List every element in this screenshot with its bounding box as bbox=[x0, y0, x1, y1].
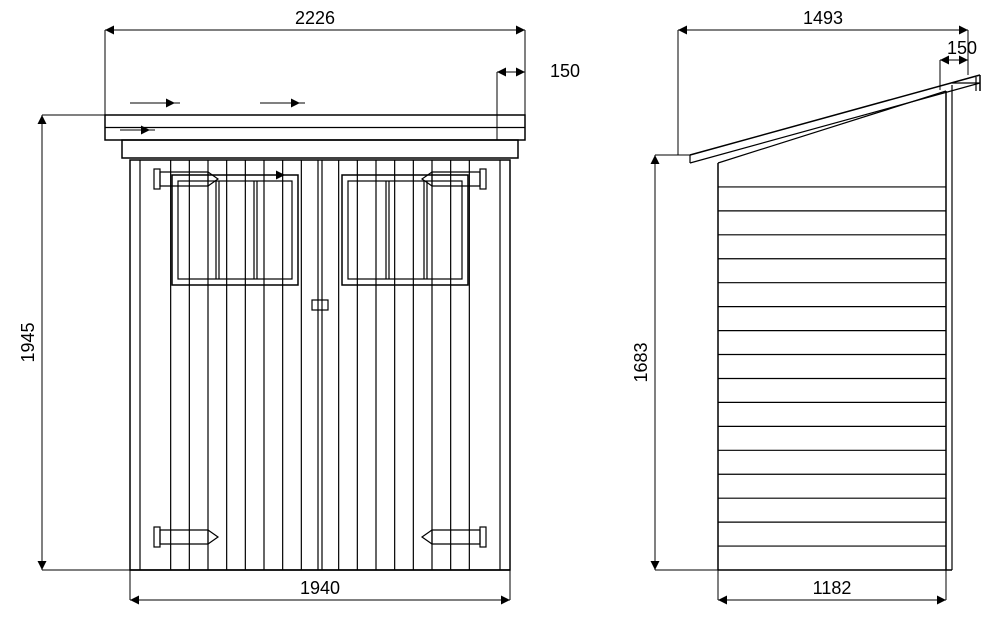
front-elevation bbox=[105, 115, 525, 570]
svg-text:1940: 1940 bbox=[300, 578, 340, 598]
side-elevation bbox=[690, 75, 980, 570]
svg-text:2226: 2226 bbox=[295, 8, 335, 28]
svg-text:150: 150 bbox=[550, 61, 580, 81]
svg-text:150: 150 bbox=[947, 38, 977, 58]
technical-drawing: 2226 150 1945 1940 1493 150 1683 1182 bbox=[0, 0, 1000, 623]
svg-text:1945: 1945 bbox=[18, 322, 38, 362]
svg-text:1683: 1683 bbox=[631, 342, 651, 382]
svg-text:1182: 1182 bbox=[813, 578, 852, 598]
svg-text:1493: 1493 bbox=[803, 8, 843, 28]
